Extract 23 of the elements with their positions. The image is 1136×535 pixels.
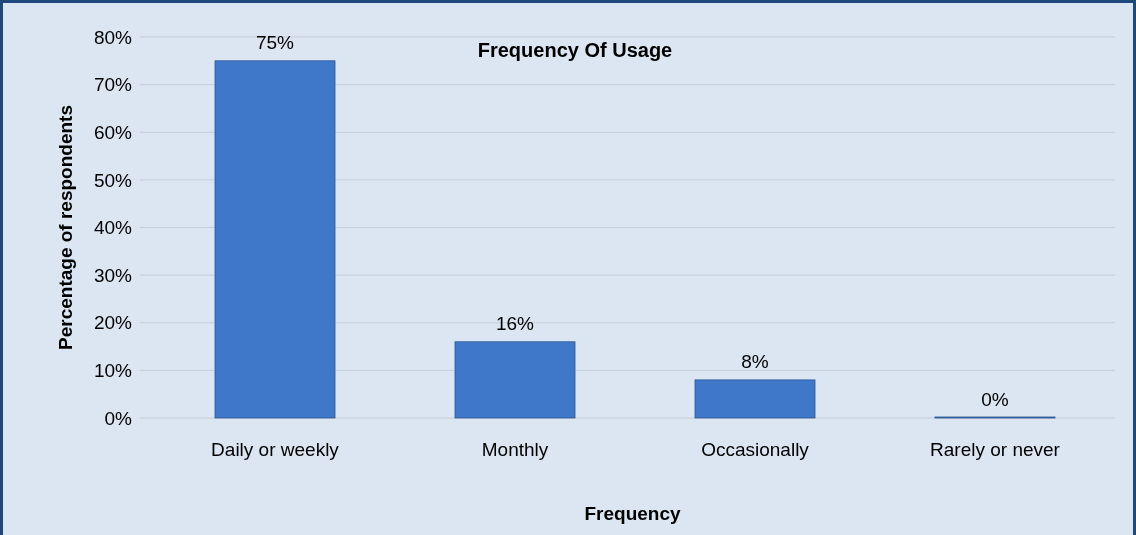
data-label: 0% bbox=[981, 389, 1009, 410]
data-label: 75% bbox=[255, 31, 295, 53]
x-axis-title: Frequency bbox=[584, 503, 681, 524]
x-tick-label: Monthly bbox=[481, 439, 549, 460]
y-tick-label: 0% bbox=[104, 407, 133, 429]
chart-title: Frequency Of Usage bbox=[477, 39, 673, 61]
y-tick-label: 30% bbox=[93, 264, 133, 286]
y-tick-label: 60% bbox=[93, 121, 133, 143]
y-tick-label: 70% bbox=[93, 74, 133, 96]
data-label: 16% bbox=[495, 312, 535, 334]
y-axis-title: Percentage of respondents bbox=[55, 105, 76, 350]
bar bbox=[454, 341, 576, 419]
x-tick-label: Occasionally bbox=[701, 439, 810, 460]
y-tick-label: 40% bbox=[93, 217, 133, 239]
y-tick-label: 50% bbox=[93, 169, 133, 191]
data-label: 8% bbox=[741, 350, 769, 372]
bar bbox=[214, 60, 336, 419]
y-tick-label: 20% bbox=[93, 312, 133, 334]
y-tick-label: 80% bbox=[93, 26, 133, 48]
x-tick-label: Daily or weekly bbox=[211, 439, 340, 460]
bar bbox=[694, 379, 816, 419]
x-tick-label: Rarely or never bbox=[930, 439, 1061, 460]
y-tick-label: 10% bbox=[93, 360, 133, 382]
